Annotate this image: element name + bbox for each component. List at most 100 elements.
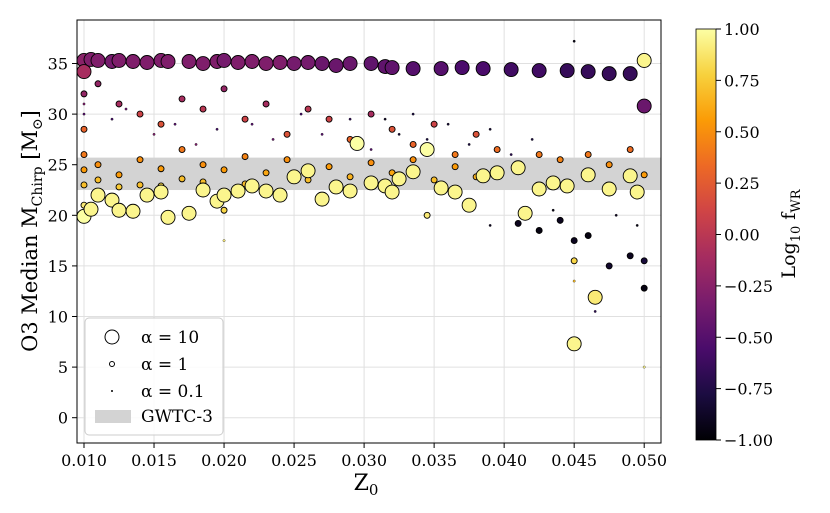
legend-marker-small [111,390,113,392]
data-point [220,206,228,214]
data-point [157,120,165,128]
data-point [199,105,207,113]
data-point [446,122,450,126]
y-tick-label: 20 [48,206,68,225]
data-point [230,183,246,199]
data-point [467,143,471,146]
data-point [409,141,417,148]
data-point [222,239,226,242]
data-point [82,102,86,106]
data-point [493,146,501,153]
legend-label-gwtc3: GWTC-3 [141,407,213,427]
data-point [572,279,576,283]
data-point [272,187,288,203]
data-point [622,66,638,82]
data-point [509,153,513,156]
data-point [283,156,291,164]
data-point [626,252,634,260]
data-point [545,175,561,191]
data-point [636,98,652,114]
data-point [94,80,102,88]
data-point [593,310,597,313]
legend-marker-gray-patch [95,410,131,423]
data-point [90,53,106,68]
data-point [299,112,303,116]
colorbar-tick-label: −0.50 [724,328,773,347]
data-point [514,219,522,227]
data-point [531,63,547,79]
data-point [328,179,344,195]
data-point [83,201,99,217]
data-point [601,181,617,197]
data-point [384,184,400,200]
data-point [220,85,228,93]
data-point [517,205,533,221]
colorbar-tick-label: −0.75 [724,380,773,399]
x-tick-label: 0.030 [341,451,387,470]
data-point [433,61,449,77]
data-point [194,143,198,146]
data-point [472,130,480,138]
data-point [391,171,407,187]
data-point [199,161,207,169]
data-point [181,54,197,69]
data-point [405,61,421,77]
x-axis-label: Z0 [354,471,379,499]
data-point [220,166,228,174]
data-point [363,56,379,71]
data-point [244,54,260,69]
data-point [160,54,176,69]
data-point [629,184,645,200]
data-point [241,153,249,161]
data-point [262,100,270,108]
data-point [125,54,141,69]
data-point [622,168,638,184]
data-point [94,161,102,169]
legend-label-alpha-0-1: α = 0.1 [141,382,205,402]
data-point [124,107,128,111]
data-point [258,56,274,71]
data-point [90,187,106,203]
data-point [640,284,648,292]
data-point [388,125,396,133]
data-point [160,209,176,225]
colorbar-tick-label: 0.50 [724,123,760,142]
data-point [300,163,316,179]
data-point [286,169,302,185]
data-point [80,125,88,133]
y-tick-label: 0 [58,409,68,428]
data-point [636,53,652,68]
legend: α = 10 α = 1 α = 0.1 GWTC-3 [84,317,224,436]
data-point [115,171,123,179]
x-tick-label: 0.010 [61,451,107,470]
y-tick-label: 35 [48,55,68,74]
data-point [551,208,555,212]
colorbar-tick-label: −0.25 [724,277,773,296]
data-point [115,100,123,108]
data-point [136,110,144,118]
legend-marker-medium [109,361,115,367]
colorbar-tick-label: −1.00 [724,431,773,450]
data-point [110,117,114,121]
data-point [216,187,232,203]
data-point [531,181,547,197]
data-point [342,183,358,199]
y-axis-label: O3 Median MChirp [M⊙] [18,110,46,352]
y-axis-ticks: 0 5 10 15 20 25 30 35 [48,55,77,428]
data-point [230,55,246,70]
data-point [642,365,646,369]
x-tick-label: 0.025 [271,451,317,470]
data-point [111,53,127,68]
data-point [489,165,505,181]
data-point [250,122,254,126]
data-point [342,56,358,71]
data-point [584,232,592,239]
y-tick-label: 10 [48,308,68,327]
data-point [215,127,219,131]
data-point [556,216,564,224]
data-point [405,164,421,180]
data-point [111,202,127,218]
data-point [425,138,429,141]
data-point [411,112,415,116]
